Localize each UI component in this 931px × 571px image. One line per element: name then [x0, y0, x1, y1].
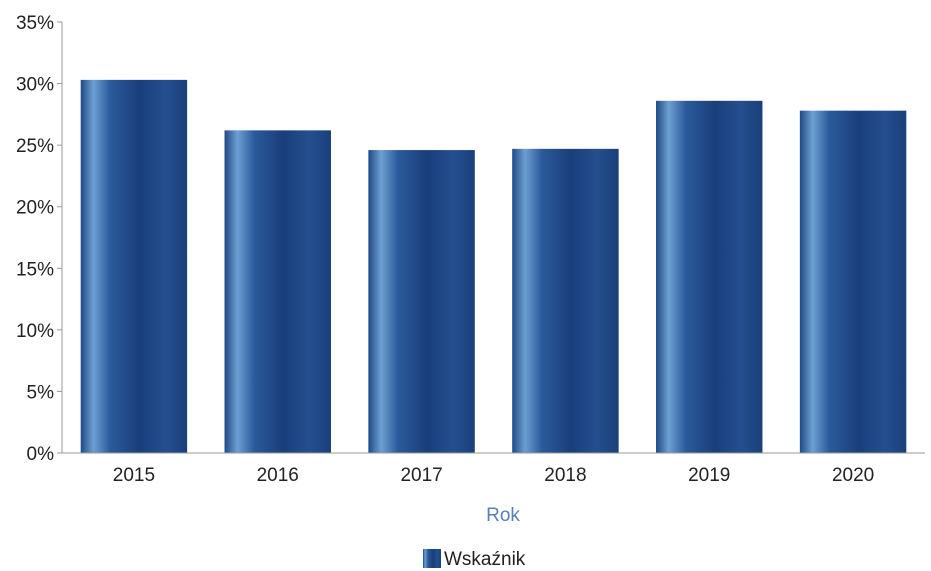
bar-2017 [368, 150, 475, 453]
y-tick-label: 20% [16, 198, 54, 219]
y-tick-label: 0% [27, 444, 55, 465]
x-axis-title: Rok [486, 505, 520, 526]
x-tick-label: 2019 [688, 465, 730, 486]
y-tick-label: 15% [16, 259, 54, 280]
x-tick-label: 2015 [113, 465, 155, 486]
y-tick-label: 35% [16, 13, 54, 34]
bars-group [80, 79, 907, 454]
bar-2016 [224, 130, 331, 453]
legend: Wskaźnik [423, 549, 526, 570]
x-tick-label: 2018 [544, 465, 586, 486]
legend-label: Wskaźnik [444, 549, 526, 570]
y-axis: 0% 5% 10% 15% 20% 25% 30% 35% [16, 13, 63, 465]
y-tick-label: 25% [16, 136, 54, 157]
x-axis: 2015 2016 2017 2018 2019 2020 [62, 452, 925, 486]
y-tick-label: 5% [27, 382, 55, 403]
y-tick-label: 30% [16, 75, 54, 96]
x-tick-label: 2016 [257, 465, 299, 486]
bar-2018 [512, 148, 619, 453]
bar-2015 [80, 79, 188, 454]
x-tick-label: 2020 [832, 465, 874, 486]
x-tick-label: 2017 [400, 465, 442, 486]
bar-2019 [656, 100, 763, 453]
bar-2020 [799, 110, 907, 454]
y-tick-label: 10% [16, 321, 54, 342]
legend-swatch [423, 549, 441, 568]
